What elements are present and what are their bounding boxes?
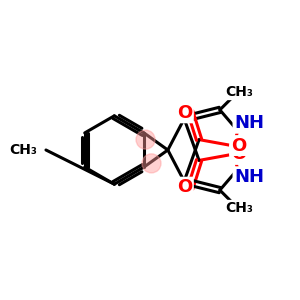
Circle shape [142,154,161,173]
Text: CH₃: CH₃ [225,85,253,99]
Circle shape [136,130,155,149]
Text: NH: NH [234,114,264,132]
Text: CH₃: CH₃ [9,143,37,157]
Text: O: O [231,136,246,154]
Text: O: O [177,178,192,196]
Text: NH: NH [234,168,264,186]
Text: O: O [231,146,246,164]
Text: CH₃: CH₃ [225,201,253,215]
Text: O: O [177,104,192,122]
